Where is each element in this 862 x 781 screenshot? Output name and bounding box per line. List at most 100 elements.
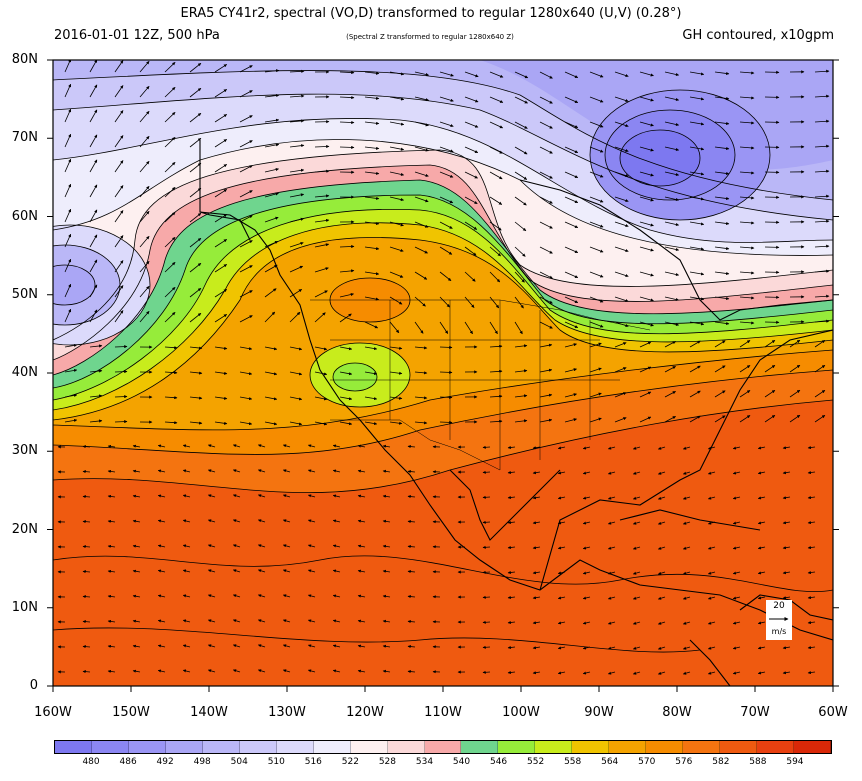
- wind-arrow: [89, 369, 103, 373]
- wind-arrow: [214, 264, 228, 273]
- legend-label: 504: [230, 757, 248, 767]
- wind-arrow: [657, 671, 666, 675]
- wind-arrow: [407, 569, 416, 574]
- wind-arrow: [714, 246, 730, 251]
- wind-arrow: [632, 471, 641, 475]
- wind-arrow: [164, 287, 176, 298]
- wind-arrow: [239, 140, 253, 148]
- wind-arrow: [557, 546, 566, 550]
- wind-arrow: [464, 321, 473, 335]
- wind-arrow: [382, 619, 391, 623]
- wind-arrow: [207, 569, 216, 573]
- wind-arrow: [564, 71, 579, 78]
- wind-arrow: [532, 471, 541, 475]
- wind-arrow: [364, 196, 380, 200]
- wind-arrow: [364, 421, 378, 426]
- wind-arrow: [589, 392, 602, 398]
- wind-arrow: [539, 71, 553, 79]
- wind-arrow: [382, 544, 391, 548]
- wind-arrow: [614, 392, 627, 398]
- wind-arrow: [332, 544, 341, 548]
- wind-arrow: [207, 519, 216, 523]
- wind-arrow: [614, 121, 629, 128]
- wind-arrow: [682, 596, 691, 600]
- wind-arrow: [214, 314, 228, 323]
- wind-arrow: [89, 284, 98, 298]
- legend-label: 510: [267, 757, 285, 767]
- wind-arrow: [664, 341, 676, 348]
- wind-arrow: [514, 96, 528, 104]
- wind-arrow: [139, 60, 150, 73]
- wind-arrow: [189, 162, 202, 173]
- wind-arrow: [514, 196, 527, 206]
- wind-arrow: [657, 621, 666, 625]
- wind-arrow: [314, 218, 330, 223]
- legend-swatch: [55, 741, 92, 753]
- vector-reference: 20 m/s: [766, 600, 792, 640]
- wind-arrow: [589, 171, 604, 178]
- date-level-label: 2016-01-01 12Z, 500 hPa: [54, 28, 220, 43]
- wind-arrow: [232, 594, 241, 598]
- wind-arrow: [282, 644, 291, 648]
- wind-arrow: [207, 444, 216, 448]
- wind-arrow: [714, 71, 730, 76]
- wind-arrow: [157, 594, 166, 598]
- wind-arrow: [464, 71, 479, 78]
- wind-arrow: [589, 96, 604, 103]
- wind-arrow: [82, 545, 91, 549]
- wind-arrow: [532, 596, 541, 600]
- wind-arrow: [257, 619, 266, 623]
- wind-arrow: [214, 371, 228, 375]
- wind-arrow: [364, 146, 380, 150]
- wind-arrow: [782, 446, 791, 450]
- legend-label: 576: [675, 757, 693, 767]
- wind-arrow: [539, 393, 553, 398]
- wind-arrow: [364, 221, 380, 226]
- wind-arrow: [639, 246, 654, 252]
- wind-arrow: [82, 595, 91, 599]
- wind-arrow: [89, 159, 98, 173]
- wind-arrow: [364, 271, 380, 276]
- wind-arrow: [582, 621, 591, 625]
- wind-arrow: [639, 121, 654, 127]
- wind-arrow: [532, 571, 541, 575]
- wind-arrow: [639, 296, 654, 302]
- wind-arrow: [289, 311, 301, 323]
- wind-arrow: [657, 446, 666, 450]
- lon-label: 120W: [346, 705, 384, 720]
- wind-arrow: [407, 469, 416, 474]
- wind-arrow: [689, 96, 705, 101]
- legend-swatch: [239, 741, 277, 753]
- wind-arrow: [632, 621, 641, 625]
- wind-arrow: [314, 396, 328, 401]
- wind-arrow: [539, 271, 553, 279]
- wind-arrow: [807, 545, 816, 550]
- wind-arrow: [382, 444, 391, 448]
- wind-arrow: [714, 146, 730, 151]
- wind-arrow: [664, 296, 680, 302]
- wind-arrow: [214, 396, 228, 400]
- height-field: [53, 60, 833, 686]
- wind-arrow: [82, 620, 91, 624]
- wind-arrow: [589, 196, 604, 203]
- wind-arrow: [282, 444, 291, 448]
- wind-arrow: [707, 671, 716, 675]
- wind-arrow: [132, 594, 141, 598]
- wind-arrow: [507, 670, 516, 675]
- wind-arrow: [532, 546, 541, 550]
- wind-arrow: [164, 312, 176, 323]
- wind-arrow: [382, 519, 391, 523]
- wind-arrow: [239, 371, 253, 376]
- wind-arrow: [739, 221, 755, 225]
- lat-label: 80N: [11, 52, 38, 67]
- wind-arrow: [564, 418, 577, 423]
- wind-arrow: [64, 208, 72, 223]
- wind-arrow: [489, 146, 503, 154]
- wind-arrow: [214, 421, 228, 425]
- wind-arrow: [607, 571, 616, 575]
- wind-arrow: [739, 121, 755, 125]
- lat-label: 0: [29, 678, 38, 693]
- wind-arrow: [664, 416, 676, 423]
- wind-arrow: [714, 221, 730, 226]
- wind-arrow: [332, 469, 341, 473]
